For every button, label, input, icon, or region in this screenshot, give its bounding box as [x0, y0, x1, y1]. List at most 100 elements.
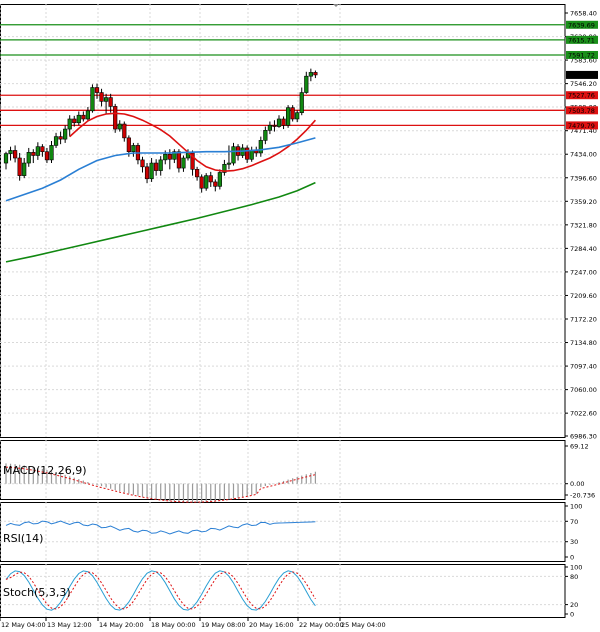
macd-label: MACD(12,26,9): [3, 464, 87, 477]
current-price-label: 7560.00: [568, 71, 595, 79]
bullish-candle: [8, 150, 13, 154]
moving-average-line: [5, 181, 316, 263]
bearish-candle: [113, 106, 118, 130]
bullish-candle: [76, 114, 81, 124]
bearish-candle: [99, 92, 104, 102]
bullish-candle: [49, 145, 54, 161]
main-y-tick-label: 7247.00: [570, 268, 597, 276]
main-y-tick-label: 7022.60: [570, 410, 597, 418]
bullish-candle: [285, 107, 291, 126]
bullish-candle: [226, 162, 232, 165]
rsi-y-tick-label: 100: [570, 503, 582, 511]
bearish-candle: [213, 181, 218, 187]
main-y-tick-label: 7471.40: [570, 127, 597, 135]
macd-signal-line: [5, 466, 316, 503]
bullish-candle: [172, 151, 177, 160]
bullish-candle: [26, 152, 31, 164]
x-tick-label: 13 May 12:00: [47, 621, 92, 629]
level-label: 7503.78: [568, 107, 595, 115]
stoch-signal-line: [5, 571, 316, 610]
main-y-tick-label: 7321.80: [570, 221, 597, 229]
level-label-box: [566, 91, 598, 100]
bullish-candle: [53, 136, 59, 146]
main-y-tick-label: 7134.80: [570, 339, 597, 347]
bearish-candle: [140, 159, 145, 168]
bullish-candle: [35, 146, 40, 156]
stoch-label: Stoch(5,3,3): [3, 586, 71, 599]
stoch-y-tick-label: 100: [570, 564, 582, 572]
level-label-box: [566, 50, 598, 59]
main-y-tick-label: 6986.30: [570, 433, 597, 441]
bullish-candle: [222, 164, 227, 173]
bearish-candle: [17, 157, 22, 176]
x-tick-label: 22 May 00:00: [299, 621, 344, 629]
x-tick-label: 12 May 04:00: [1, 621, 46, 629]
bullish-candle: [267, 124, 273, 131]
bearish-candle: [144, 166, 150, 180]
bullish-candle: [104, 97, 109, 102]
bullish-candle: [3, 153, 9, 164]
bearish-candle: [208, 175, 213, 183]
bullish-candle: [22, 162, 27, 176]
main-y-tick-label: 7359.20: [570, 198, 597, 206]
macd-y-tick-label: 0.00: [570, 480, 584, 488]
main-y-tick-label: 7284.40: [570, 245, 597, 253]
bullish-candle: [90, 87, 95, 112]
rsi-panel-frame: [0, 502, 566, 562]
bullish-candle: [149, 162, 154, 180]
bearish-candle: [245, 147, 250, 160]
level-label-box: [566, 121, 598, 130]
bullish-candle: [231, 146, 236, 164]
x-tick-label: 20 May 16:00: [249, 621, 294, 629]
bullish-candle: [258, 140, 263, 154]
bearish-candle: [199, 176, 204, 189]
rsi-y-tick-label: 70: [570, 518, 578, 526]
bearish-candle: [31, 152, 36, 156]
level-label-box: [566, 106, 598, 115]
main-y-tick-label: 7396.60: [570, 174, 597, 182]
bullish-candle: [181, 157, 186, 169]
current-price-box: [566, 70, 598, 79]
x-tick-label: 19 May 08:00: [201, 621, 246, 629]
moving-average-line: [69, 112, 316, 173]
level-label: 7639.69: [568, 21, 595, 29]
main-panel-frame: [0, 4, 566, 438]
x-tick-label: 14 May 20:00: [99, 621, 144, 629]
bearish-candle: [40, 146, 45, 153]
rsi-y-tick-label: 0: [570, 554, 574, 562]
rsi-label: RSI(14): [3, 532, 43, 545]
bullish-candle: [131, 145, 136, 153]
stoch-y-tick-label: 0: [570, 611, 574, 619]
main-y-tick-label: 7060.00: [570, 386, 597, 394]
macd-y-tick-label: -20.736: [570, 492, 595, 500]
bearish-candle: [313, 72, 318, 76]
bullish-candle: [295, 112, 300, 120]
main-y-tick-label: 7209.60: [570, 292, 597, 300]
bullish-candle: [158, 159, 163, 171]
bullish-candle: [85, 110, 90, 120]
stoch-main-line: [5, 570, 316, 611]
bearish-candle: [290, 107, 295, 120]
bearish-candle: [195, 169, 200, 178]
bearish-candle: [58, 136, 63, 140]
bearish-candle: [126, 137, 131, 153]
bearish-candle: [190, 152, 195, 170]
main-y-tick-label: 7097.40: [570, 363, 597, 371]
level-label-box: [566, 35, 598, 44]
main-y-tick-label: 7546.20: [570, 80, 597, 88]
level-label: 7591.72: [568, 51, 595, 59]
level-label: 7479.79: [568, 122, 595, 130]
scroll-marker-icon: [333, 4, 339, 7]
bearish-candle: [122, 123, 127, 139]
bearish-candle: [72, 118, 77, 124]
bullish-candle: [204, 175, 209, 189]
rsi-y-tick-label: 30: [570, 538, 578, 546]
bullish-candle: [217, 172, 222, 187]
main-y-tick-label: 7583.60: [570, 57, 597, 65]
main-y-tick-label: 7172.20: [570, 316, 597, 324]
x-tick-label: 25 May 04:00: [341, 621, 386, 629]
bearish-candle: [154, 162, 159, 171]
main-y-tick-label: 7658.40: [570, 10, 597, 18]
bullish-candle: [67, 118, 72, 130]
